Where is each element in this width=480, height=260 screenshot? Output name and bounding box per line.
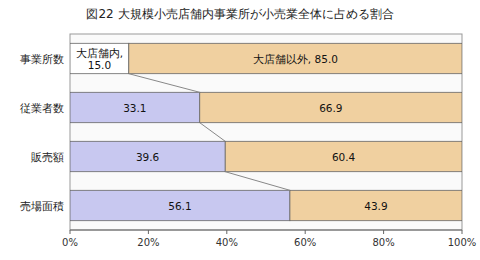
plot-frame [70,34,462,230]
x-tick-label: 80% [372,237,394,248]
bar [70,92,200,122]
bar [70,43,129,73]
bar [290,190,462,220]
x-tick-label: 100% [448,237,477,248]
x-tick [148,230,149,234]
x-tick-label: 40% [216,237,238,248]
x-tick [70,230,71,234]
bar [70,141,225,171]
x-tick-label: 20% [137,237,159,248]
data-label: 大店舗内,15.0 [76,47,123,71]
data-label-line: 33.1 [123,102,146,114]
data-label-line: 56.1 [168,200,191,212]
data-label-line: 43.9 [364,200,387,212]
data-label-line: 15.0 [88,59,111,71]
data-label-line: 39.6 [136,151,160,163]
connector [200,123,225,142]
y-axis: 事業所数従業者数販売額売場面積 [20,53,64,213]
data-label: 33.1 [123,102,146,114]
data-label: 60.4 [332,151,356,163]
x-tick [226,230,227,234]
x-tick [383,230,384,234]
x-tick [305,230,306,234]
category-label: 販売額 [31,151,64,164]
data-label-line: 66.9 [319,102,342,114]
data-label: 43.9 [364,200,387,212]
bar [200,92,462,122]
bar [70,190,290,220]
data-labels: 大店舗内,15.0 33.1 39.6 56.1 大店舗以外, 85.0 66.9 60.4… [76,47,388,212]
data-label-line: 大店舗内, [76,47,123,59]
x-tick [462,230,463,234]
data-label: 39.6 [136,151,160,163]
connector [129,74,200,93]
x-tick-label: 0% [62,237,78,248]
chart: 図22 大規模小売店舗内事業所が小売業全体に占める割合大店舗内,15.0 33.1… [0,0,480,260]
data-label-line: 60.4 [332,151,356,163]
x-axis-line [70,230,462,231]
data-label: 66.9 [319,102,342,114]
title: 図22 大規模小売店舗内事業所が小売業全体に占める割合 [86,7,393,21]
data-label: 大店舗以外, 85.0 [253,53,338,65]
bar [129,43,462,73]
category-label: 事業所数 [20,53,64,66]
category-label: 売場面積 [20,200,64,213]
x-tick-label: 60% [294,237,316,248]
data-label-line: 大店舗以外, 85.0 [253,53,338,65]
data-label: 56.1 [168,200,191,212]
connector [225,172,290,191]
bars [70,43,462,220]
x-axis: 0% 20% 40% 60% 80% 100% [62,230,476,248]
category-label: 従業者数 [20,102,64,115]
bar [225,141,462,171]
